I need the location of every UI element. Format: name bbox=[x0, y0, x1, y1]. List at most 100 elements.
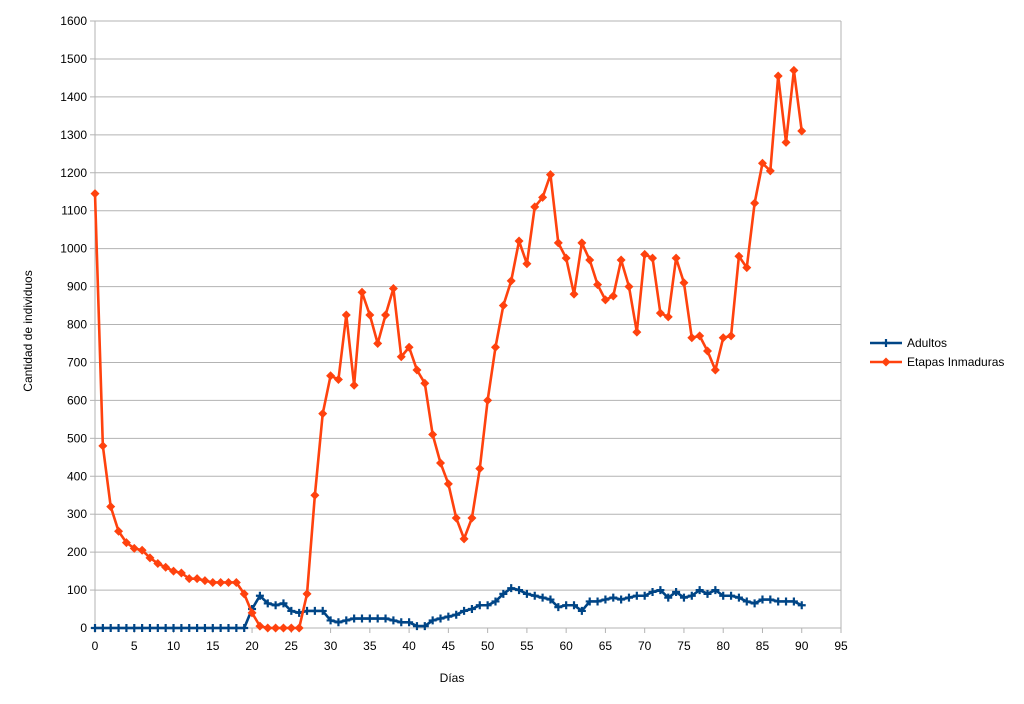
data-point-1-64 bbox=[593, 280, 603, 290]
data-point-1-28 bbox=[310, 490, 320, 500]
data-point-1-66 bbox=[608, 291, 618, 301]
x-tick-label-5: 25 bbox=[285, 639, 299, 653]
data-point-0-2 bbox=[106, 624, 115, 632]
data-point-0-80 bbox=[719, 591, 728, 600]
data-point-1-16 bbox=[216, 577, 226, 587]
data-point-0-1 bbox=[98, 624, 107, 632]
data-point-1-35 bbox=[365, 310, 375, 320]
data-point-0-13 bbox=[193, 624, 202, 632]
data-point-1-42 bbox=[420, 378, 430, 388]
data-point-1-81 bbox=[726, 331, 736, 341]
data-point-0-9 bbox=[161, 624, 170, 632]
data-point-0-39 bbox=[397, 618, 406, 627]
data-point-1-27 bbox=[302, 589, 312, 599]
data-point-1-47 bbox=[459, 534, 469, 544]
data-point-0-87 bbox=[774, 597, 783, 606]
data-point-1-32 bbox=[341, 310, 351, 320]
data-point-1-38 bbox=[388, 283, 398, 293]
data-point-1-73 bbox=[663, 312, 673, 322]
data-point-1-23 bbox=[271, 623, 281, 633]
data-point-1-26 bbox=[294, 623, 304, 633]
data-point-1-55 bbox=[522, 259, 532, 269]
data-point-0-63 bbox=[585, 597, 594, 606]
x-tick-label-17: 85 bbox=[756, 639, 770, 653]
data-point-0-85 bbox=[758, 595, 767, 604]
x-tick-label-4: 20 bbox=[245, 639, 259, 653]
data-point-0-40 bbox=[405, 618, 414, 627]
data-point-1-0 bbox=[90, 189, 100, 199]
y-tick-label-8: 800 bbox=[67, 318, 87, 332]
data-point-0-69 bbox=[632, 591, 641, 600]
x-tick-label-13: 65 bbox=[599, 639, 613, 653]
legend-label-1: Etapas Inmaduras bbox=[907, 355, 1004, 369]
x-tick-label-7: 35 bbox=[363, 639, 377, 653]
data-point-0-45 bbox=[444, 612, 453, 621]
data-point-1-83 bbox=[742, 263, 752, 273]
data-point-1-54 bbox=[514, 236, 524, 246]
data-point-1-52 bbox=[498, 301, 508, 311]
data-point-0-29 bbox=[318, 606, 327, 615]
data-point-0-34 bbox=[357, 614, 366, 623]
y-tick-label-10: 1000 bbox=[60, 242, 87, 256]
series-group bbox=[90, 65, 807, 633]
data-point-0-30 bbox=[326, 616, 335, 625]
x-tick-label-14: 70 bbox=[638, 639, 652, 653]
data-point-1-33 bbox=[349, 380, 359, 390]
legend-item-1: Etapas Inmaduras bbox=[870, 355, 1004, 369]
data-point-0-24 bbox=[279, 599, 288, 608]
data-point-0-7 bbox=[145, 624, 154, 632]
data-point-1-17 bbox=[223, 577, 233, 587]
data-point-1-60 bbox=[561, 253, 571, 263]
data-point-1-19 bbox=[239, 589, 249, 599]
data-point-1-61 bbox=[569, 289, 579, 299]
y-tick-label-4: 400 bbox=[67, 469, 87, 483]
x-tick-label-15: 75 bbox=[677, 639, 691, 653]
data-point-0-72 bbox=[656, 586, 665, 595]
data-point-0-83 bbox=[742, 597, 751, 606]
data-point-1-11 bbox=[176, 568, 186, 578]
data-point-1-48 bbox=[467, 513, 477, 523]
x-tick-label-2: 10 bbox=[167, 639, 181, 653]
data-point-0-16 bbox=[216, 624, 225, 632]
data-point-1-49 bbox=[475, 464, 485, 474]
data-point-0-57 bbox=[538, 593, 547, 602]
y-tick-label-6: 600 bbox=[67, 393, 87, 407]
y-axis-label: Cantidad de individuos bbox=[21, 270, 35, 391]
x-tick-label-0: 0 bbox=[92, 639, 99, 653]
data-point-1-41 bbox=[412, 365, 422, 375]
data-point-1-14 bbox=[200, 576, 210, 586]
data-point-1-68 bbox=[624, 282, 634, 292]
data-point-1-72 bbox=[655, 308, 665, 318]
y-tick-label-15: 1500 bbox=[60, 52, 87, 66]
data-point-1-5 bbox=[129, 543, 139, 553]
data-point-1-1 bbox=[98, 441, 108, 451]
data-point-1-59 bbox=[553, 238, 563, 248]
data-point-0-36 bbox=[373, 614, 382, 623]
data-point-0-54 bbox=[515, 586, 524, 595]
data-point-1-25 bbox=[286, 623, 296, 633]
data-point-0-53 bbox=[507, 584, 516, 593]
data-point-0-48 bbox=[467, 605, 476, 614]
data-point-0-23 bbox=[271, 601, 280, 610]
data-point-1-51 bbox=[490, 342, 500, 352]
y-tick-label-2: 200 bbox=[67, 545, 87, 559]
x-tick-label-6: 30 bbox=[324, 639, 338, 653]
data-point-0-61 bbox=[570, 601, 579, 610]
data-point-0-78 bbox=[703, 589, 712, 598]
legend-marker-1 bbox=[881, 357, 891, 367]
data-point-1-65 bbox=[600, 295, 610, 305]
gridlines bbox=[95, 20, 841, 629]
data-point-1-80 bbox=[718, 333, 728, 343]
data-point-0-55 bbox=[522, 589, 531, 598]
x-tick-label-11: 55 bbox=[520, 639, 534, 653]
data-point-0-10 bbox=[169, 624, 178, 632]
legend-marker-0 bbox=[882, 339, 890, 347]
data-point-1-18 bbox=[231, 577, 241, 587]
data-point-1-8 bbox=[153, 559, 163, 569]
data-point-0-18 bbox=[232, 624, 241, 632]
data-point-0-31 bbox=[334, 618, 343, 627]
data-point-0-3 bbox=[114, 624, 123, 632]
data-point-0-49 bbox=[475, 601, 484, 610]
data-point-0-47 bbox=[460, 606, 469, 615]
data-point-0-32 bbox=[342, 616, 351, 625]
